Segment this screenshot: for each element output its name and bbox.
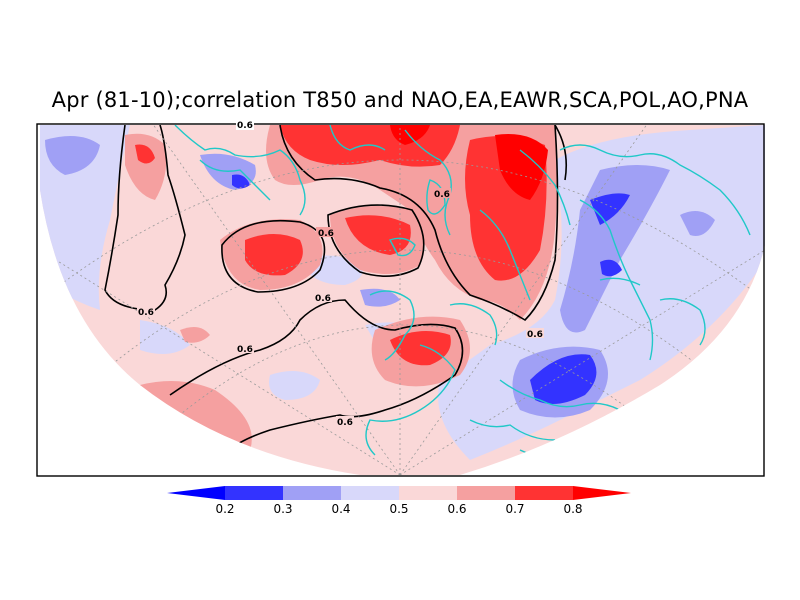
contour-label: 0.6 <box>318 229 334 239</box>
contour-label: 0.6 <box>237 121 253 131</box>
contour-labels: 0.6 0.6 0.6 0.6 0.6 0.6 0.6 0.6 <box>137 121 544 428</box>
contour-label: 0.6 <box>527 330 543 340</box>
colorbar-tick-label: 0.6 <box>447 502 466 516</box>
correlation-field <box>40 125 765 475</box>
colorbar-segment <box>457 486 515 500</box>
colorbar-tick-label: 0.8 <box>563 502 582 516</box>
colorbar-segment <box>283 486 341 500</box>
field-band-0.3-0.4 <box>45 136 715 418</box>
colorbar-arrow-high <box>573 486 631 500</box>
colorbar-segment <box>515 486 573 500</box>
colorbar-tick-label: 0.4 <box>331 502 350 516</box>
colorbar: 0.2 0.3 0.4 0.5 0.6 0.7 0.8 <box>167 486 631 516</box>
contour-0.6 <box>104 125 568 451</box>
contour-label: 0.6 <box>434 190 450 200</box>
colorbar-tick-label: 0.3 <box>273 502 292 516</box>
colorbar-segment <box>399 486 457 500</box>
colorbar-segment <box>225 486 283 500</box>
colorbar-tick-label: 0.2 <box>215 502 234 516</box>
graticule <box>40 125 765 475</box>
colorbar-tick-label: 0.7 <box>505 502 524 516</box>
colorbar-tick-label: 0.5 <box>389 502 408 516</box>
contour-label: 0.6 <box>237 345 253 355</box>
contour-label: 0.6 <box>337 418 353 428</box>
map-title: Apr (81-10);correlation T850 and NAO,EA,… <box>51 88 749 112</box>
colorbar-segment <box>341 486 399 500</box>
map-frame <box>36 123 765 477</box>
colorbar-arrow-low <box>167 486 225 500</box>
contour-label: 0.6 <box>138 308 154 318</box>
contour-label: 0.6 <box>315 294 331 304</box>
field-band-0.2-0.3 <box>232 174 630 404</box>
